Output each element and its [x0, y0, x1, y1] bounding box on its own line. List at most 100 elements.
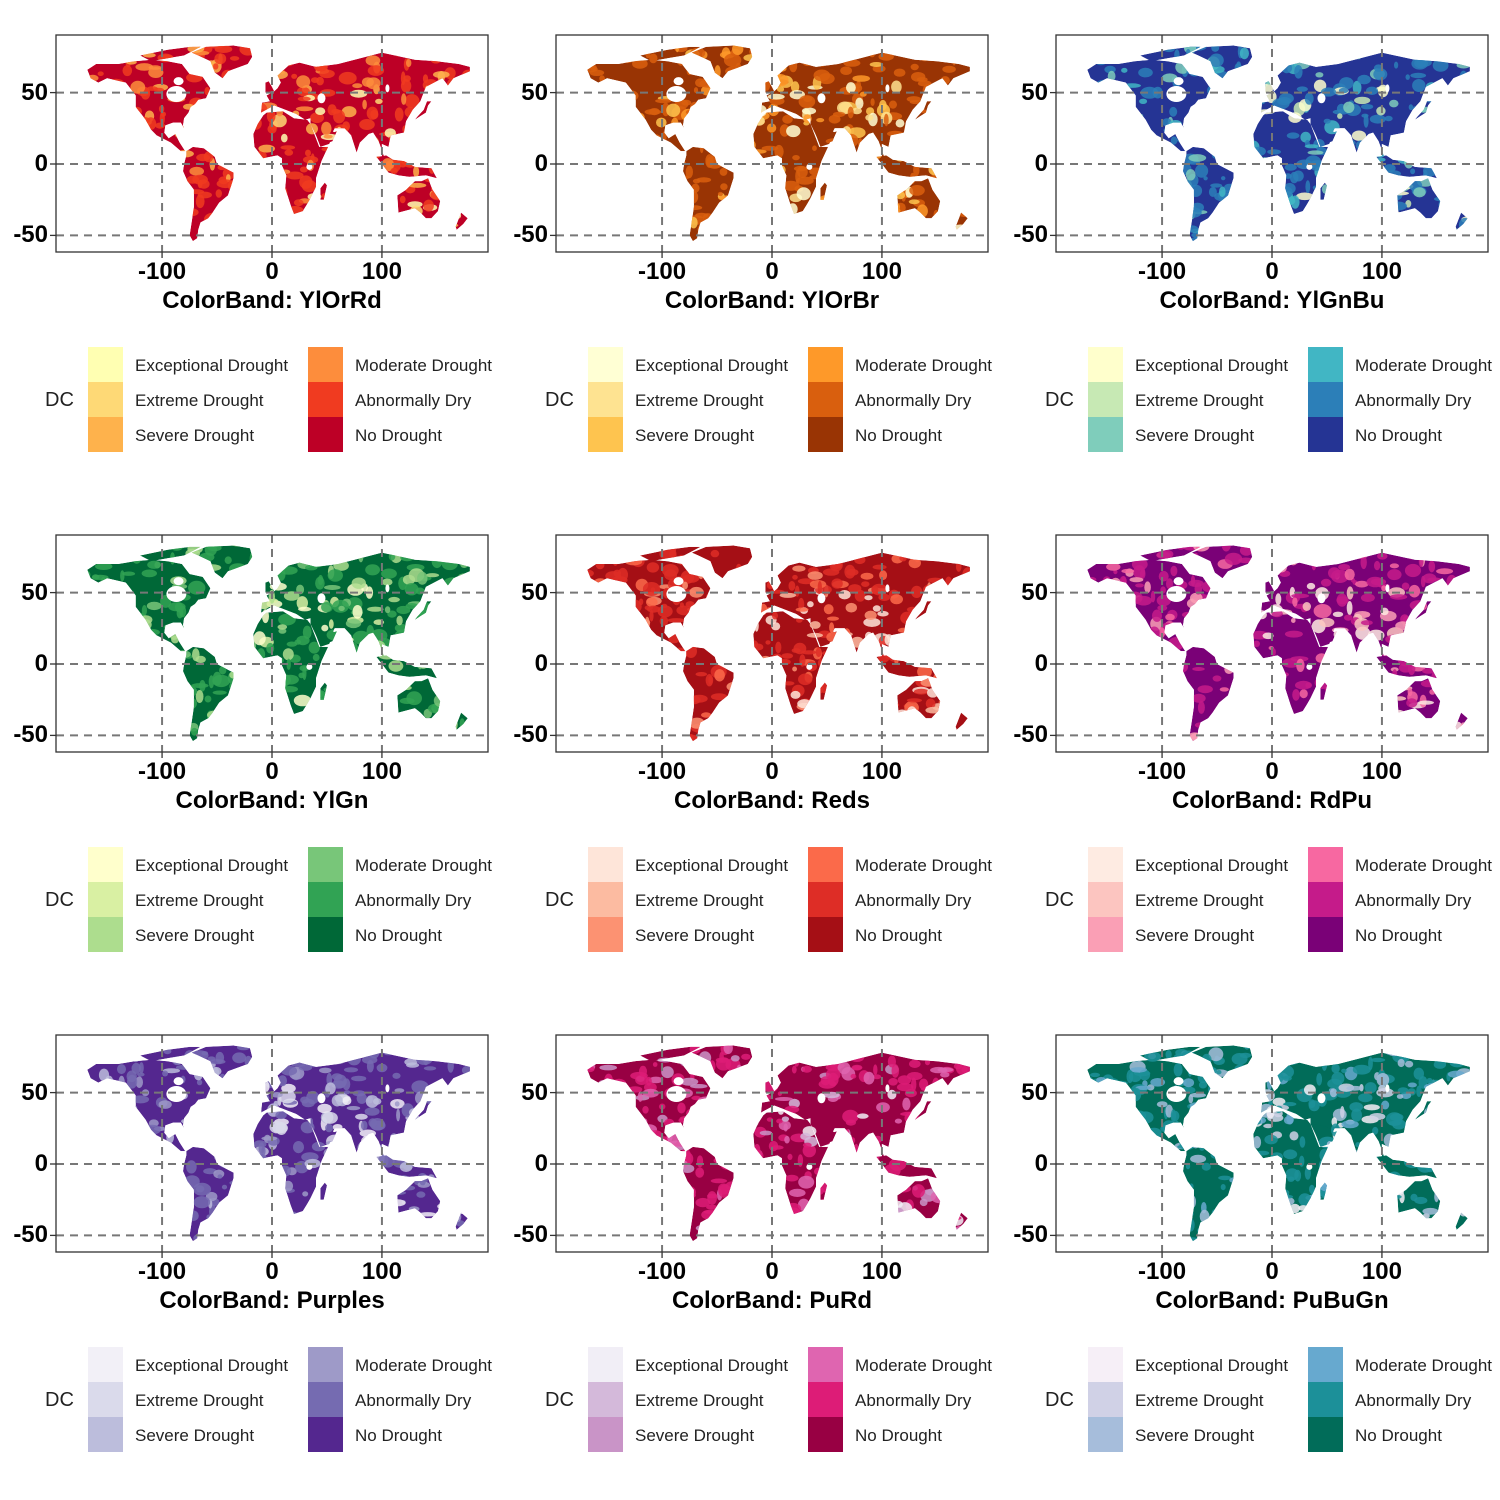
drought-patch: [271, 1092, 283, 1098]
drought-patch: [228, 612, 245, 622]
drought-patch: [186, 208, 199, 217]
drought-patch: [1370, 195, 1382, 209]
drought-patch: [135, 1076, 143, 1088]
drought-patch: [351, 235, 356, 241]
drought-patch: [1243, 174, 1250, 180]
drought-patch: [1197, 1071, 1208, 1084]
drought-patch: [1220, 129, 1227, 138]
drought-patch: [435, 688, 454, 698]
legend-swatch: [808, 1347, 843, 1382]
map-panel: 50 0 -50 -100 0 100 ColorBand: PuBuGn DC Excepti…: [1000, 1000, 1500, 1500]
drought-patch: [1087, 232, 1090, 242]
drought-patch: [891, 702, 900, 708]
drought-patch: [954, 196, 970, 205]
drought-patch: [1228, 706, 1234, 719]
drought-patch: [1221, 1093, 1229, 1106]
drought-patch: [931, 1238, 942, 1242]
drought-patch: [1109, 118, 1124, 130]
drought-patch: [1438, 85, 1454, 98]
drought-patch: [745, 192, 763, 203]
drought-patch: [608, 637, 627, 644]
drought-patch: [203, 1168, 217, 1175]
drought-patch: [103, 166, 117, 176]
drought-patch: [1349, 1102, 1363, 1112]
legend-swatch: [1308, 417, 1343, 452]
drought-patch: [611, 1078, 627, 1089]
drought-patch: [366, 1238, 372, 1242]
drought-patch: [727, 658, 745, 667]
drought-patch: [619, 126, 627, 132]
drought-patch: [1302, 602, 1311, 611]
drought-patch: [1403, 1156, 1421, 1169]
drought-patch: [925, 706, 942, 714]
drought-patch: [953, 1150, 970, 1159]
drought-patch: [321, 1111, 338, 1124]
drought-patch: [1407, 129, 1413, 137]
drought-patch: [668, 1140, 686, 1148]
drought-patch: [1385, 634, 1403, 644]
drought-patch: [723, 1045, 733, 1055]
drought-patch: [640, 1128, 648, 1137]
drought-patch: [396, 1175, 411, 1188]
inland-water: [885, 584, 890, 593]
drought-patch: [110, 123, 123, 132]
drought-patch: [228, 1154, 246, 1168]
drought-patch: [715, 620, 725, 634]
drought-patch: [122, 666, 139, 676]
drought-patch: [441, 558, 458, 571]
drought-patch: [1221, 147, 1239, 155]
legend-swatch: [1088, 1417, 1123, 1452]
drought-patch: [1440, 599, 1450, 605]
drought-patch: [885, 184, 904, 193]
drought-patch: [1207, 643, 1224, 652]
drought-patch: [711, 100, 727, 106]
drought-patch: [1245, 1084, 1258, 1092]
drought-patch: [1338, 687, 1347, 701]
drought-patch: [734, 1128, 751, 1136]
drought-patch: [633, 1220, 642, 1228]
drought-patch: [1124, 600, 1134, 606]
drought-patch: [455, 1200, 470, 1214]
drought-patch: [652, 1214, 666, 1223]
drought-patch: [1422, 668, 1435, 674]
drought-patch: [163, 1215, 173, 1224]
drought-patch: [1251, 1197, 1265, 1204]
drought-patch: [1096, 688, 1107, 696]
drought-patch: [212, 1078, 223, 1092]
drought-patch: [1190, 575, 1196, 587]
drought-patch: [255, 188, 268, 200]
drought-patch: [605, 726, 621, 740]
drought-patch: [315, 713, 322, 725]
drought-patch: [88, 1083, 101, 1096]
y-tick-label: 50: [521, 1079, 548, 1106]
drought-patch: [299, 737, 318, 742]
drought-patch: [452, 1098, 460, 1111]
drought-patch: [153, 87, 164, 92]
drought-patch: [364, 136, 379, 149]
drought-patch: [1263, 203, 1277, 213]
drought-patch: [736, 1064, 743, 1079]
drought-patch: [1385, 211, 1402, 216]
drought-patch: [1332, 1207, 1350, 1220]
inland-water: [1317, 1093, 1326, 1104]
drought-patch: [1423, 165, 1438, 177]
drought-patch: [224, 1200, 233, 1213]
drought-patch: [733, 147, 744, 153]
drought-patch: [927, 688, 939, 698]
drought-patch: [1148, 626, 1160, 639]
legend-swatch: [1308, 1347, 1343, 1382]
drought-patch: [136, 690, 152, 700]
inland-water: [306, 1163, 313, 1170]
drought-patch: [757, 715, 766, 729]
drought-patch: [629, 704, 638, 718]
drought-patch: [753, 697, 768, 710]
drought-patch: [1111, 104, 1125, 111]
drought-patch: [841, 631, 853, 637]
drought-patch: [1258, 1057, 1276, 1067]
drought-patch: [846, 1187, 854, 1195]
drought-patch: [592, 661, 601, 670]
legend-label: Exceptional Drought: [135, 356, 289, 375]
x-tick-label: -100: [638, 258, 687, 285]
drought-patch: [1399, 1224, 1412, 1236]
drought-patch: [241, 605, 256, 619]
